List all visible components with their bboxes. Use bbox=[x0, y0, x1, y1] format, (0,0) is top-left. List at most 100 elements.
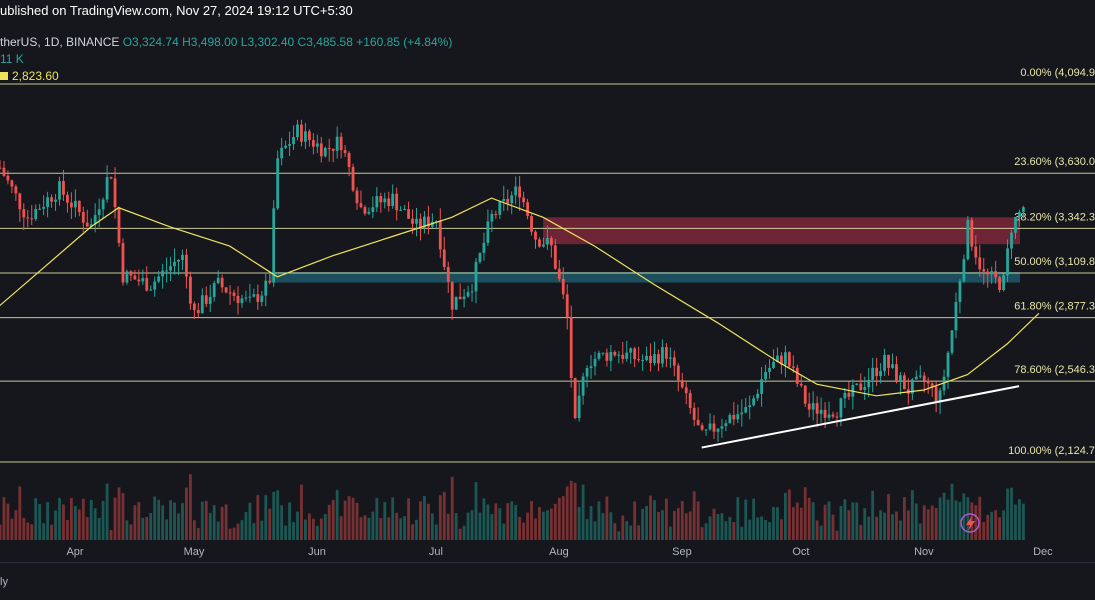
volume-bar bbox=[490, 513, 494, 540]
volume-bar bbox=[899, 520, 902, 540]
volume-bar bbox=[724, 521, 728, 540]
volume-bar bbox=[748, 519, 752, 540]
candle-body bbox=[58, 181, 61, 200]
volume-bar bbox=[268, 508, 272, 540]
volume-bar bbox=[986, 514, 990, 540]
volume-bar bbox=[760, 516, 763, 540]
volume-bar bbox=[549, 508, 553, 540]
interval-label[interactable]: ly bbox=[0, 576, 8, 588]
candle-body bbox=[637, 359, 641, 361]
volume-bar bbox=[593, 521, 597, 540]
candle-body bbox=[383, 198, 387, 203]
volume-bar bbox=[1010, 487, 1013, 540]
candle-body bbox=[419, 218, 422, 229]
volume-bar bbox=[720, 513, 724, 540]
candle-body bbox=[113, 178, 117, 208]
candle-body bbox=[93, 215, 97, 225]
volume-bar bbox=[827, 501, 831, 540]
candle-body bbox=[181, 254, 184, 260]
volume-bar bbox=[934, 508, 938, 540]
candle-body bbox=[224, 287, 228, 293]
candle-body bbox=[1014, 216, 1017, 233]
volume-bar bbox=[462, 525, 466, 540]
volume-bar bbox=[653, 500, 656, 540]
candle-body bbox=[339, 136, 343, 151]
candle-body bbox=[292, 137, 295, 145]
candle-body bbox=[391, 193, 395, 207]
candle-body bbox=[1022, 207, 1025, 213]
candle-body bbox=[212, 283, 216, 297]
volume-bar bbox=[208, 512, 212, 540]
candle-body bbox=[549, 238, 553, 246]
volume-bar bbox=[1018, 499, 1021, 540]
candle-body bbox=[899, 375, 902, 382]
candle-body bbox=[145, 278, 149, 291]
candle-body bbox=[875, 367, 879, 377]
volume-bar bbox=[938, 497, 942, 540]
candle-body bbox=[399, 209, 403, 211]
candle-body bbox=[81, 212, 85, 223]
volume-bar bbox=[399, 518, 403, 540]
trendline[interactable] bbox=[701, 385, 1020, 449]
candle-body bbox=[962, 259, 966, 282]
candle-body bbox=[696, 419, 700, 426]
volume-bar bbox=[224, 504, 228, 540]
candle-body bbox=[125, 271, 129, 283]
volume-bar bbox=[522, 522, 525, 540]
volume-bar bbox=[212, 505, 216, 540]
volume-bar bbox=[311, 518, 315, 540]
candle-body bbox=[351, 167, 355, 191]
candle-body bbox=[557, 268, 561, 279]
volume-bar bbox=[863, 508, 867, 540]
volume-bar bbox=[427, 503, 430, 540]
candle-body bbox=[625, 352, 629, 359]
volume-bar bbox=[450, 476, 454, 540]
candle-body bbox=[891, 364, 894, 368]
volume-bar bbox=[561, 496, 565, 540]
candle-body bbox=[510, 195, 514, 204]
candle-body bbox=[613, 351, 617, 356]
x-tick-label: Nov bbox=[914, 546, 934, 558]
candle-body bbox=[62, 181, 65, 195]
volume-bar bbox=[914, 503, 918, 540]
volume-bar bbox=[30, 524, 34, 540]
volume-bar bbox=[192, 520, 196, 540]
volume-bar bbox=[70, 498, 73, 540]
volume-bar bbox=[903, 497, 906, 540]
volume-bar bbox=[14, 510, 18, 540]
volume-bar bbox=[601, 513, 605, 540]
candle-body bbox=[14, 186, 18, 194]
x-tick-label: Jul bbox=[429, 546, 443, 558]
volume-bar bbox=[46, 502, 49, 540]
volume-bar bbox=[728, 517, 732, 540]
volume-bar bbox=[204, 500, 208, 540]
candle-body bbox=[863, 387, 867, 390]
volume-bar bbox=[883, 512, 886, 540]
candle-body bbox=[34, 208, 38, 220]
candle-body bbox=[589, 366, 593, 369]
volume-bar bbox=[77, 509, 81, 540]
ma-legend: 2,823.60 bbox=[0, 69, 59, 83]
volume-bar bbox=[93, 508, 97, 540]
candle-body bbox=[982, 269, 986, 272]
candle-body bbox=[22, 209, 26, 218]
volume-bar bbox=[855, 502, 859, 540]
volume-bar bbox=[573, 482, 577, 540]
candle-body bbox=[248, 296, 252, 298]
candle-body bbox=[760, 379, 763, 394]
volume-bar bbox=[482, 498, 486, 540]
volume-bar bbox=[518, 517, 522, 540]
volume-bar bbox=[133, 505, 137, 540]
candle-body bbox=[914, 376, 918, 380]
candle-body bbox=[827, 414, 831, 418]
volume-bar bbox=[22, 517, 26, 540]
volume-bar bbox=[605, 496, 609, 540]
lightning-badge-icon[interactable] bbox=[960, 513, 980, 533]
volume-bar bbox=[803, 487, 807, 540]
candle-body bbox=[534, 231, 537, 240]
candle-body bbox=[768, 367, 771, 372]
volume-readout: 11 K bbox=[0, 52, 24, 66]
fib-label: 0.00% (4,094.9 bbox=[1020, 67, 1095, 79]
ma-line[interactable] bbox=[0, 197, 1040, 397]
